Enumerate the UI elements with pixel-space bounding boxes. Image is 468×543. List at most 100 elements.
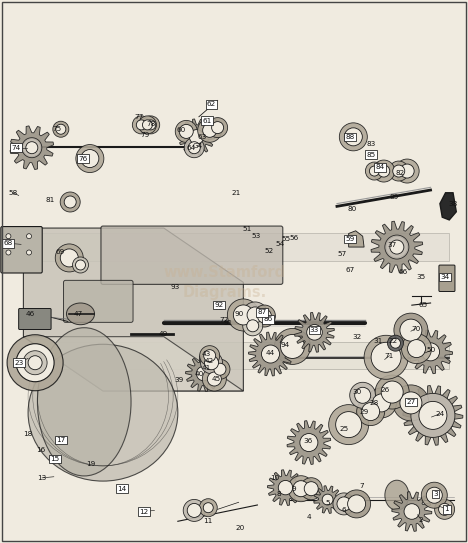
Circle shape	[183, 500, 205, 521]
Text: 80: 80	[347, 206, 357, 212]
Polygon shape	[249, 332, 292, 376]
Circle shape	[73, 257, 88, 273]
Circle shape	[388, 335, 403, 351]
Text: 70: 70	[411, 325, 420, 332]
Circle shape	[362, 402, 380, 421]
Circle shape	[343, 490, 371, 518]
Circle shape	[205, 356, 219, 370]
Circle shape	[204, 350, 216, 362]
Text: www.Stamford
Diagrams.: www.Stamford Diagrams.	[164, 265, 285, 300]
Circle shape	[234, 305, 253, 325]
Text: 79: 79	[140, 131, 150, 138]
Polygon shape	[23, 337, 243, 391]
Circle shape	[262, 345, 279, 363]
Circle shape	[53, 121, 69, 137]
Text: 28: 28	[370, 400, 379, 406]
Text: 86: 86	[263, 316, 272, 323]
Polygon shape	[349, 231, 364, 247]
Circle shape	[179, 124, 193, 138]
Circle shape	[208, 118, 227, 137]
Circle shape	[253, 305, 276, 327]
Circle shape	[411, 393, 455, 438]
Text: 8: 8	[276, 491, 281, 497]
FancyBboxPatch shape	[19, 308, 51, 330]
Circle shape	[210, 359, 230, 379]
Text: 34: 34	[440, 274, 449, 280]
Text: 41: 41	[201, 365, 211, 371]
Text: 65: 65	[419, 302, 428, 308]
Text: 52: 52	[264, 248, 274, 254]
Polygon shape	[409, 330, 453, 374]
Circle shape	[389, 161, 409, 181]
Circle shape	[142, 116, 160, 134]
Text: 54: 54	[275, 241, 285, 248]
Circle shape	[214, 363, 226, 375]
Text: 74: 74	[12, 144, 21, 151]
Circle shape	[300, 433, 318, 452]
Circle shape	[23, 138, 41, 157]
Circle shape	[207, 372, 221, 386]
Text: 63: 63	[197, 134, 207, 140]
Circle shape	[280, 334, 305, 358]
Circle shape	[136, 120, 146, 130]
FancyBboxPatch shape	[101, 226, 283, 285]
Circle shape	[184, 138, 204, 157]
Circle shape	[6, 233, 11, 239]
Circle shape	[404, 504, 420, 519]
Text: 88: 88	[345, 134, 355, 140]
Text: 32: 32	[352, 333, 361, 340]
Ellipse shape	[37, 327, 131, 476]
Text: 59: 59	[345, 236, 355, 242]
Text: 67: 67	[345, 267, 355, 274]
Circle shape	[293, 481, 309, 497]
Circle shape	[350, 382, 376, 408]
Circle shape	[227, 299, 259, 331]
Circle shape	[421, 482, 447, 508]
Text: 18: 18	[23, 431, 33, 438]
Circle shape	[394, 313, 428, 347]
Text: 46: 46	[26, 311, 35, 317]
Circle shape	[385, 235, 409, 259]
Text: 20: 20	[235, 525, 244, 532]
Circle shape	[400, 164, 414, 178]
Polygon shape	[287, 421, 331, 464]
FancyBboxPatch shape	[1, 226, 42, 273]
Text: 1: 1	[445, 506, 449, 513]
Text: 25: 25	[340, 426, 349, 432]
Polygon shape	[314, 485, 342, 514]
Circle shape	[322, 494, 333, 505]
Text: 24: 24	[435, 411, 445, 417]
Text: 37: 37	[388, 242, 397, 249]
Circle shape	[202, 367, 227, 391]
Circle shape	[378, 165, 390, 177]
Circle shape	[420, 402, 446, 428]
Text: 12: 12	[139, 508, 149, 515]
Circle shape	[375, 375, 409, 409]
Text: 57: 57	[337, 251, 346, 257]
Text: 13: 13	[37, 475, 47, 481]
Text: 49: 49	[158, 331, 168, 337]
Text: 73: 73	[214, 305, 224, 312]
Circle shape	[139, 116, 156, 134]
Text: 7: 7	[359, 483, 364, 489]
Circle shape	[190, 130, 204, 144]
Circle shape	[7, 334, 63, 391]
Text: 68: 68	[4, 240, 13, 247]
Text: 82: 82	[395, 169, 405, 176]
Circle shape	[212, 122, 224, 134]
Circle shape	[132, 116, 150, 134]
Text: 58: 58	[8, 190, 18, 196]
Circle shape	[22, 138, 42, 157]
Circle shape	[64, 196, 76, 208]
Circle shape	[435, 500, 454, 519]
Circle shape	[364, 335, 408, 380]
Circle shape	[175, 121, 197, 142]
Text: 51: 51	[242, 226, 252, 232]
Text: 71: 71	[385, 352, 394, 359]
Text: 61: 61	[202, 117, 212, 124]
Text: 76: 76	[79, 155, 88, 162]
Text: 66: 66	[399, 268, 408, 275]
Polygon shape	[294, 312, 335, 352]
Text: 17: 17	[56, 437, 66, 443]
Text: 39: 39	[174, 377, 183, 383]
